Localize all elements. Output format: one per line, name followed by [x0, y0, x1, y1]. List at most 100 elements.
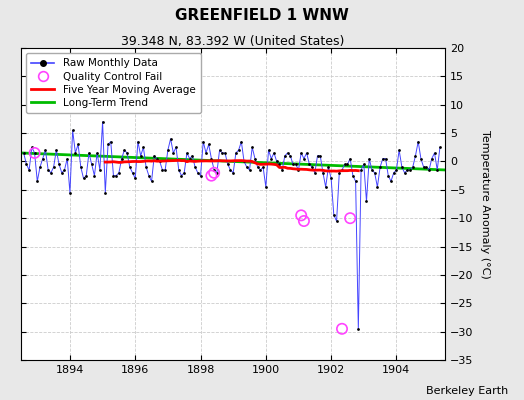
Point — [177, 172, 185, 179]
Point — [308, 164, 316, 170]
Point — [419, 164, 428, 170]
Text: Berkeley Earth: Berkeley Earth — [426, 386, 508, 396]
Point — [207, 156, 215, 162]
Point — [305, 161, 313, 168]
Point — [194, 170, 202, 176]
Point — [261, 184, 270, 190]
Point — [313, 152, 322, 159]
Point — [115, 170, 123, 176]
Point — [218, 150, 226, 156]
Point — [123, 150, 131, 156]
Point — [422, 164, 431, 170]
Point — [139, 144, 148, 150]
Point — [398, 164, 406, 170]
Point — [163, 147, 172, 153]
Point — [191, 164, 199, 170]
Y-axis label: Temperature Anomaly (°C): Temperature Anomaly (°C) — [481, 130, 490, 278]
Point — [188, 152, 196, 159]
Point — [47, 170, 55, 176]
Point — [185, 156, 194, 162]
Point — [60, 167, 69, 173]
Point — [354, 326, 363, 332]
Point — [52, 147, 60, 153]
Point — [210, 167, 219, 173]
Point — [136, 152, 145, 159]
Point — [96, 167, 104, 173]
Point — [226, 167, 235, 173]
Point — [368, 167, 376, 173]
Point — [240, 158, 248, 165]
Point — [142, 164, 150, 170]
Point — [411, 152, 420, 159]
Point — [207, 172, 215, 179]
Point — [346, 156, 354, 162]
Point — [332, 218, 341, 224]
Title: 39.348 N, 83.392 W (United States): 39.348 N, 83.392 W (United States) — [122, 35, 345, 48]
Point — [196, 172, 205, 179]
Point — [88, 161, 96, 168]
Point — [169, 150, 178, 156]
Point — [49, 164, 58, 170]
Point — [417, 156, 425, 162]
Point — [335, 170, 343, 176]
Point — [346, 215, 354, 221]
Point — [85, 150, 93, 156]
Point — [30, 150, 39, 156]
Point — [259, 164, 267, 170]
Point — [147, 178, 156, 184]
Point — [131, 175, 139, 182]
Point — [28, 144, 36, 150]
Point — [117, 156, 126, 162]
Point — [183, 150, 191, 156]
Point — [300, 218, 308, 224]
Point — [395, 147, 403, 153]
Point — [66, 190, 74, 196]
Point — [316, 152, 324, 159]
Point — [204, 141, 213, 148]
Point — [389, 170, 398, 176]
Point — [128, 170, 137, 176]
Point — [110, 172, 118, 179]
Point — [106, 138, 115, 145]
Point — [134, 138, 142, 145]
Point — [93, 150, 101, 156]
Point — [224, 161, 232, 168]
Point — [403, 167, 411, 173]
Point — [104, 141, 112, 148]
Point — [264, 147, 272, 153]
Point — [362, 198, 370, 204]
Point — [174, 167, 183, 173]
Point — [430, 150, 439, 156]
Point — [101, 190, 110, 196]
Point — [370, 170, 379, 176]
Point — [74, 141, 82, 148]
Point — [428, 156, 436, 162]
Point — [237, 138, 246, 145]
Point — [376, 164, 384, 170]
Point — [272, 158, 281, 165]
Point — [77, 164, 85, 170]
Point — [436, 144, 444, 150]
Point — [297, 150, 305, 156]
Point — [324, 164, 333, 170]
Point — [291, 161, 300, 168]
Point — [425, 167, 433, 173]
Legend: Raw Monthly Data, Quality Control Fail, Five Year Moving Average, Long-Term Tren: Raw Monthly Data, Quality Control Fail, … — [26, 53, 201, 113]
Point — [243, 164, 251, 170]
Point — [359, 161, 368, 168]
Point — [281, 152, 289, 159]
Point — [387, 178, 395, 184]
Point — [251, 156, 259, 162]
Point — [414, 138, 422, 145]
Point — [338, 326, 346, 332]
Point — [409, 164, 417, 170]
Point — [126, 164, 134, 170]
Point — [221, 150, 229, 156]
Point — [384, 172, 392, 179]
Point — [286, 152, 294, 159]
Point — [153, 156, 161, 162]
Point — [433, 167, 441, 173]
Point — [167, 136, 175, 142]
Point — [161, 167, 169, 173]
Point — [199, 138, 208, 145]
